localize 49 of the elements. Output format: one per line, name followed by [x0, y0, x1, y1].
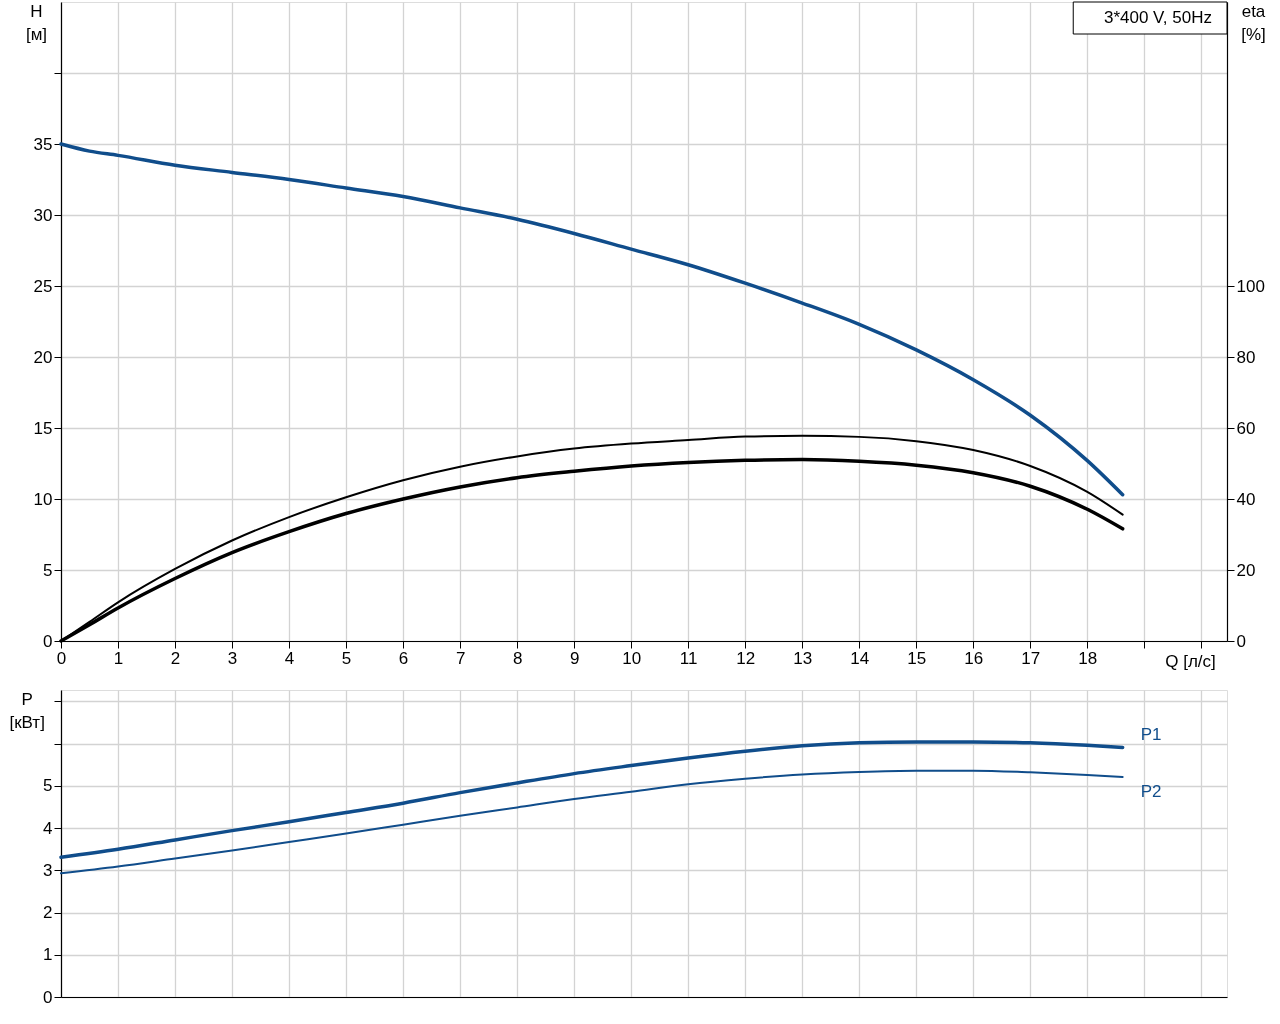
- y-tick-label: 35: [33, 134, 53, 154]
- x-tick-label: 10: [622, 648, 642, 668]
- y2-axis-title: eta [%]: [1241, 1, 1266, 44]
- x-tick-label: 5: [341, 648, 352, 668]
- y-tick-label: 1: [43, 945, 53, 965]
- y-tick-label: 0: [43, 987, 53, 1007]
- y-tick-label: 10: [33, 489, 53, 509]
- y2-tick-label: 40: [1236, 489, 1256, 509]
- series-label: P1: [1140, 725, 1162, 745]
- x-tick-label: 0: [56, 648, 67, 668]
- x-tick-label: 4: [284, 648, 295, 668]
- y2-tick-label: 80: [1236, 347, 1256, 367]
- y-tick-label: 2: [43, 903, 53, 923]
- y-tick-label: 30: [33, 205, 53, 225]
- x-tick-label: 12: [736, 648, 756, 668]
- y-tick-label: 5: [43, 776, 53, 796]
- y-tick-label: 20: [33, 347, 53, 367]
- y-tick-label: 0: [43, 631, 53, 651]
- series-label: P2: [1140, 781, 1162, 801]
- line-series: [59, 740, 1125, 859]
- x-tick-label: 8: [512, 648, 523, 668]
- annotation: 3*400 V, 50Hz: [1103, 8, 1212, 27]
- x-tick-label: 6: [398, 648, 409, 668]
- y2-tick-label: 0: [1236, 631, 1246, 651]
- x-tick-label: 11: [679, 648, 698, 668]
- x-tick-label: 16: [964, 648, 984, 668]
- y-tick-label: 5: [43, 560, 53, 580]
- y-axis-title: P [кВт]: [9, 689, 45, 732]
- x-tick-label: 3: [227, 648, 238, 668]
- y-tick-label: 25: [33, 276, 53, 296]
- x-tick-label: 2: [170, 648, 181, 668]
- y-tick-label: 3: [43, 860, 53, 880]
- y-tick-label: 4: [43, 818, 53, 838]
- x-axis-title: Q [л/с]: [1165, 651, 1216, 671]
- x-tick-label: 9: [569, 648, 580, 668]
- x-tick-label: 15: [907, 648, 927, 668]
- x-tick-label: 1: [113, 648, 124, 668]
- line-series: [60, 769, 1124, 875]
- y-axis-title: H [м]: [25, 1, 48, 44]
- y-tick-label: 15: [33, 418, 53, 438]
- x-tick-label: 18: [1078, 648, 1098, 668]
- y2-tick-label: 100: [1236, 276, 1265, 296]
- x-tick-label: 17: [1021, 648, 1041, 668]
- line-series: [59, 142, 1125, 497]
- y2-tick-label: 20: [1236, 560, 1256, 580]
- x-tick-label: 7: [455, 648, 466, 668]
- x-tick-label: 13: [793, 648, 813, 668]
- y2-tick-label: 60: [1236, 418, 1256, 438]
- x-tick-label: 14: [850, 648, 870, 668]
